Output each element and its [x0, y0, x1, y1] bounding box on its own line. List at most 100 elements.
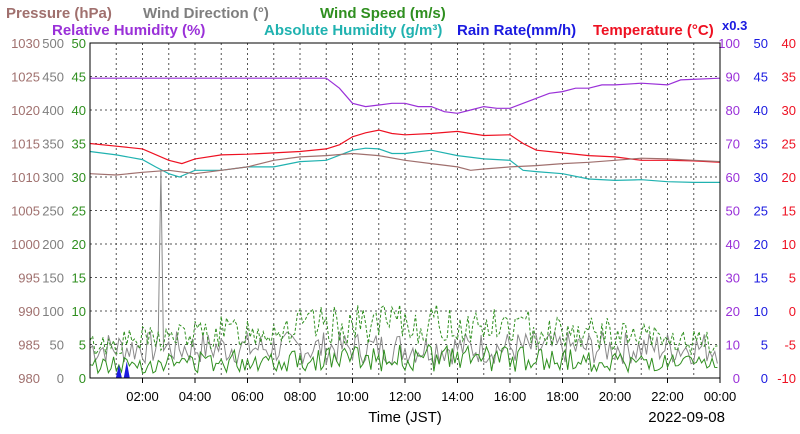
y-tick-humidity: 20: [726, 304, 740, 319]
y-tick-pressure: 980: [18, 371, 40, 386]
x-tick-label: 06:00: [231, 389, 264, 404]
date-label: 2022-09-08: [648, 409, 725, 426]
y-tick-humidity: 80: [726, 103, 740, 118]
y-tick-wind-speed: 20: [72, 237, 86, 252]
y-tick-pressure: 990: [18, 304, 40, 319]
x-tick-label: 18:00: [546, 389, 579, 404]
y-tick-pressure: 995: [18, 271, 40, 286]
series-temperature: [89, 129, 721, 165]
y-tick-temperature: 30: [782, 103, 796, 118]
y-tick-rain: 45: [754, 70, 768, 85]
y-tick-humidity: 60: [726, 170, 740, 185]
y-tick-temperature: -5: [784, 338, 796, 353]
y-tick-wind-speed: 5: [79, 338, 86, 353]
x-tick-label: 02:00: [126, 389, 159, 404]
y-tick-humidity: 10: [726, 338, 740, 353]
y-tick-temperature: 5: [789, 271, 796, 286]
y-tick-pressure: 1005: [11, 204, 40, 219]
x-axis-label: Time (JST): [368, 409, 442, 426]
y-tick-pressure: 1010: [11, 170, 40, 185]
x-tick-label: 10:00: [336, 389, 369, 404]
y-tick-wind-direction: 300: [42, 170, 64, 185]
series-relative-humidity: [90, 77, 721, 114]
y-tick-wind-direction: 50: [50, 338, 64, 353]
x-tick-label: 16:00: [494, 389, 527, 404]
y-tick-pressure: 1000: [11, 237, 40, 252]
y-tick-rain: 50: [754, 36, 768, 51]
y-tick-wind-speed: 25: [72, 204, 86, 219]
legend-rain-rate: Rain Rate(mm/h): [457, 22, 576, 39]
y-tick-temperature: 0: [789, 304, 796, 319]
y-tick-wind-speed: 15: [72, 271, 86, 286]
y-tick-humidity: 30: [726, 271, 740, 286]
y-tick-wind-direction: 0: [57, 371, 64, 386]
y-tick-wind-direction: 350: [42, 137, 64, 152]
y-tick-wind-speed: 50: [72, 36, 86, 51]
y-tick-rain: 5: [761, 338, 768, 353]
y-tick-pressure: 1030: [11, 36, 40, 51]
y-tick-wind-speed: 10: [72, 304, 86, 319]
y-tick-temperature: -10: [777, 371, 796, 386]
series-wind-direction: [89, 170, 718, 367]
legend-temperature: Temperature (°C): [593, 22, 714, 39]
y-tick-pressure: 1025: [11, 70, 40, 85]
y-tick-humidity: 90: [726, 70, 740, 85]
y-tick-rain: 0: [761, 371, 768, 386]
grid: [90, 43, 720, 378]
x-tick-label: 12:00: [389, 389, 422, 404]
y-tick-temperature: 40: [782, 36, 796, 51]
y-tick-rain: 35: [754, 137, 768, 152]
rain-bar: [123, 361, 130, 378]
y-tick-rain: 20: [754, 237, 768, 252]
series-wind-speed: [89, 343, 718, 375]
y-tick-rain: 30: [754, 170, 768, 185]
legend-pressure: Pressure (hPa): [6, 5, 112, 22]
y-tick-wind-speed: 40: [72, 103, 86, 118]
y-tick-humidity: 70: [726, 137, 740, 152]
x-tick-label: 04:00: [179, 389, 212, 404]
y-tick-wind-direction: 400: [42, 103, 64, 118]
y-tick-wind-direction: 150: [42, 271, 64, 286]
x-tick-label: 00:00: [704, 389, 737, 404]
plot-frame: [89, 42, 721, 379]
y-tick-pressure: 985: [18, 338, 40, 353]
y-tick-wind-direction: 200: [42, 237, 64, 252]
y-tick-wind-speed: 45: [72, 70, 86, 85]
x-tick-label: 20:00: [599, 389, 632, 404]
y-tick-wind-direction: 450: [42, 70, 64, 85]
y-tick-pressure: 1015: [11, 137, 40, 152]
y-tick-rain: 40: [754, 103, 768, 118]
series-wind-speed-max: [89, 304, 718, 356]
x-tick-label: 22:00: [651, 389, 684, 404]
y-tick-rain: 25: [754, 204, 768, 219]
rain-bar: [115, 364, 122, 378]
rain-scale-note: x0.3: [722, 18, 747, 33]
x-tick-label: 08:00: [284, 389, 317, 404]
y-tick-temperature: 25: [782, 137, 796, 152]
series-pressure: [89, 152, 721, 176]
y-tick-humidity: 100: [718, 36, 740, 51]
y-tick-wind-direction: 100: [42, 304, 64, 319]
y-tick-wind-direction: 250: [42, 204, 64, 219]
legend: Pressure (hPa) Wind Direction (°) Wind S…: [6, 5, 747, 39]
y-tick-pressure: 1020: [11, 103, 40, 118]
axis-ticks: 9809859909951000100510101015102010251030…: [11, 36, 796, 404]
y-tick-wind-speed: 35: [72, 137, 86, 152]
y-tick-rain: 15: [754, 271, 768, 286]
y-tick-humidity: 40: [726, 237, 740, 252]
y-tick-temperature: 20: [782, 170, 796, 185]
y-tick-rain: 10: [754, 304, 768, 319]
y-tick-temperature: 15: [782, 204, 796, 219]
y-tick-wind-speed: 0: [79, 371, 86, 386]
x-tick-label: 14:00: [441, 389, 474, 404]
series-layer: [89, 77, 721, 378]
legend-relative-humidity: Relative Humidity (%): [52, 22, 205, 39]
legend-wind-speed: Wind Speed (m/s): [320, 5, 446, 22]
y-tick-wind-direction: 500: [42, 36, 64, 51]
legend-absolute-humidity: Absolute Humidity (g/m³): [264, 22, 442, 39]
series-absolute-humidity: [89, 147, 720, 183]
legend-wind-direction: Wind Direction (°): [143, 5, 269, 22]
y-tick-temperature: 35: [782, 70, 796, 85]
y-tick-humidity: 50: [726, 204, 740, 219]
